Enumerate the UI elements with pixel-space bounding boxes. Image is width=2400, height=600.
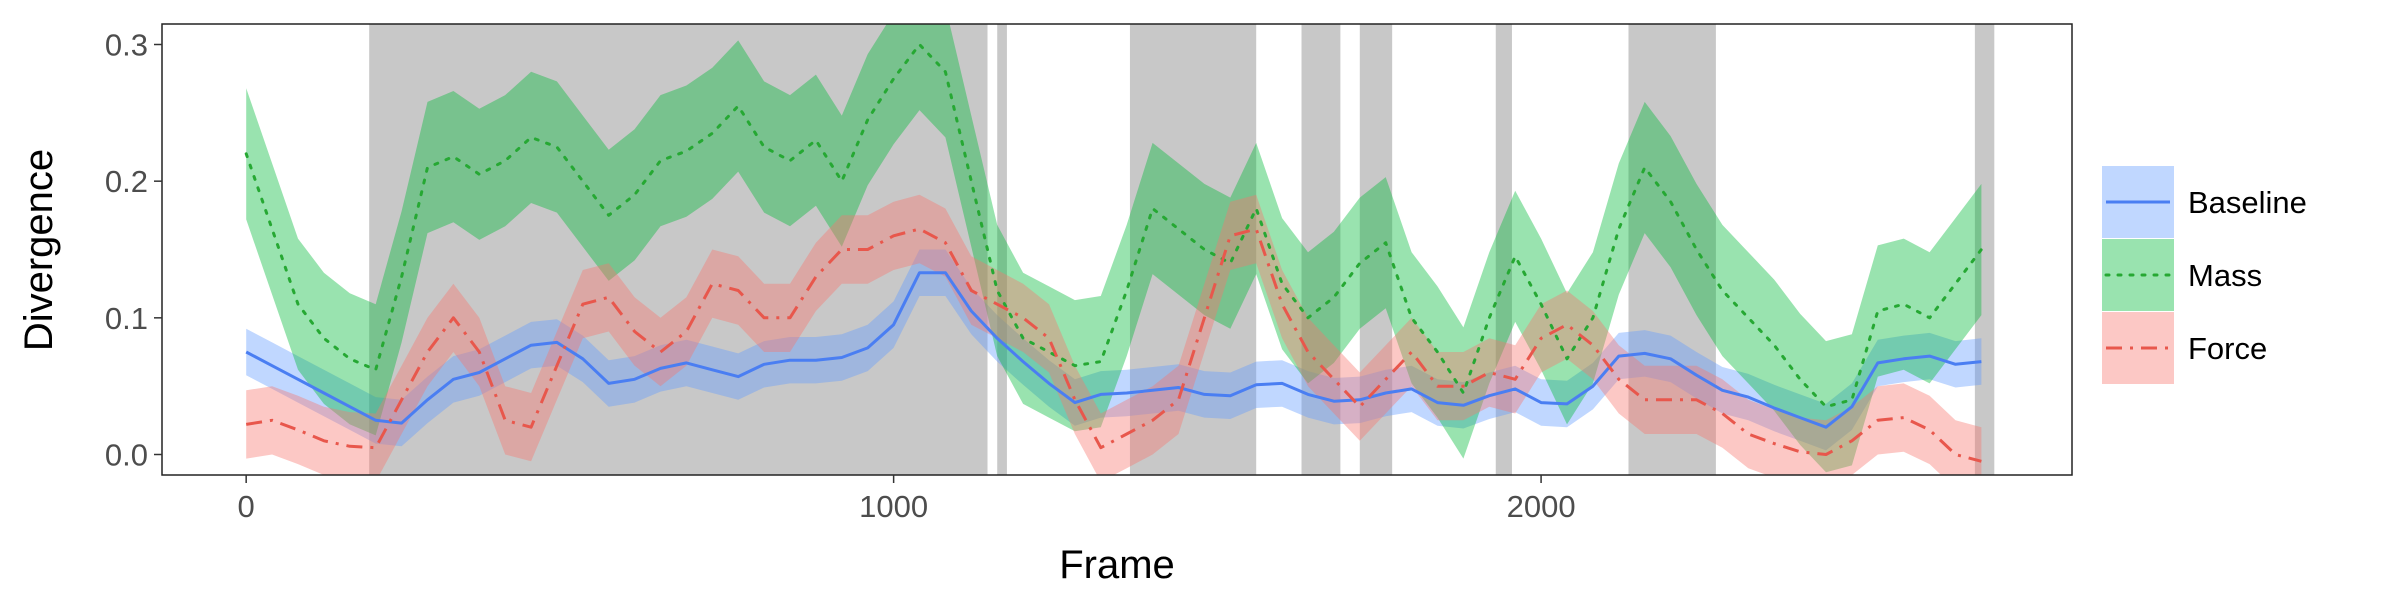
legend-key [2102,239,2174,311]
plot-border [161,23,2073,476]
y-tick-label: 0.3 [105,28,148,63]
legend: Baseline Mass Force [2102,166,2307,384]
y-axis: 0.0 0.1 0.2 0.3 [105,28,162,473]
legend-label: Force [2188,331,2267,366]
x-tick-label: 2000 [1507,489,1576,524]
y-axis-label: Divergence [17,149,61,351]
legend-label: Mass [2188,258,2262,293]
shaded-region [997,24,1007,475]
series-lines [244,43,1983,463]
legend-label: Baseline [2188,185,2307,220]
x-tick-label: 1000 [859,489,928,524]
legend-item-force: Force [2102,312,2267,384]
shaded-region [1495,24,1512,475]
band-baseline [246,249,1982,451]
shaded-region [1628,24,1716,475]
confidence-bands [246,24,1982,475]
shaded-region [369,24,988,475]
y-tick-label: 0.1 [105,301,148,336]
legend-item-mass: Mass [2102,239,2262,311]
line-force [245,227,1982,463]
line-mass [244,43,1983,409]
line-baseline [245,271,1982,429]
band-force [246,194,1982,475]
x-axis-label: Frame [1059,543,1175,587]
x-tick-label: 0 [238,489,255,524]
legend-item-baseline: Baseline [2102,166,2307,238]
x-axis: 0 1000 2000 [238,475,1576,524]
y-tick-label: 0.2 [105,164,148,199]
y-tick-label: 0.0 [105,438,148,473]
band-mass [246,24,1982,473]
